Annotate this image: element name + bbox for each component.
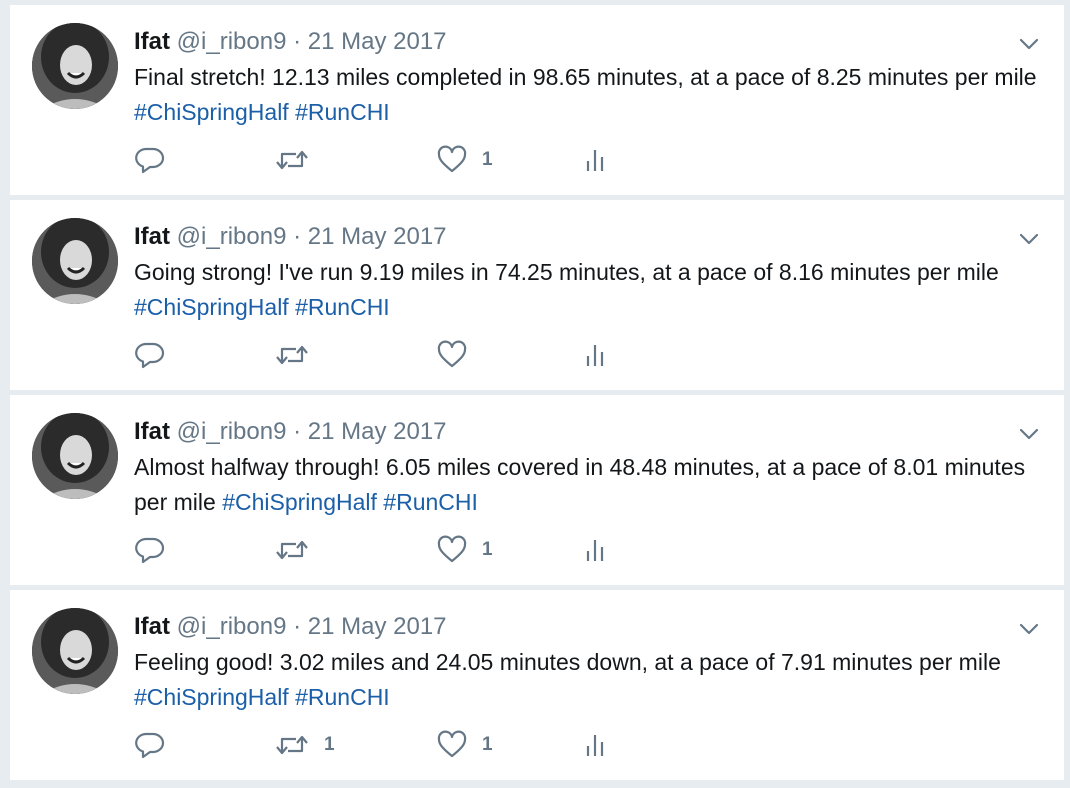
separator: · [286, 28, 308, 55]
hashtag-link[interactable]: #ChiSpringHalf [134, 684, 289, 710]
tweet-date[interactable]: 21 May 2017 [307, 223, 447, 250]
tweet-body: Feeling good! 3.02 miles and 24.05 minut… [134, 649, 1001, 675]
analytics-button[interactable] [584, 340, 608, 370]
chevron-down-icon[interactable] [1016, 31, 1042, 57]
user-name[interactable]: Ifat [134, 223, 170, 250]
tweet-actions [134, 340, 614, 370]
user-name[interactable]: Ifat [134, 613, 170, 640]
reply-button[interactable] [134, 340, 166, 370]
chevron-down-icon[interactable] [1016, 421, 1042, 447]
analytics-button[interactable] [584, 145, 608, 175]
retweet-button[interactable]: 1 [274, 730, 335, 760]
tweet-text: Almost halfway through! 6.05 miles cover… [134, 450, 1044, 520]
retweet-button[interactable] [274, 535, 324, 565]
avatar[interactable] [32, 608, 118, 694]
tweet-body: Final stretch! 12.13 miles completed in … [134, 64, 1037, 90]
analytics-icon [584, 730, 608, 760]
tweet-actions: 1 [134, 535, 614, 565]
analytics-icon [584, 340, 608, 370]
avatar[interactable] [32, 218, 118, 304]
tweet-text: Final stretch! 12.13 miles completed in … [134, 60, 1044, 130]
tweet-actions: 1 [134, 145, 614, 175]
reply-button[interactable] [134, 145, 166, 175]
user-handle[interactable]: @i_ribon9 [176, 28, 287, 55]
tweet-date[interactable]: 21 May 2017 [307, 613, 447, 640]
hashtag-link[interactable]: #RunCHI [383, 489, 478, 515]
user-name[interactable]: Ifat [134, 418, 170, 445]
tweet[interactable]: Ifat @i_ribon9 · 21 May 2017 Going stron… [10, 200, 1064, 390]
tweet-date[interactable]: 21 May 2017 [307, 418, 447, 445]
analytics-icon [584, 145, 608, 175]
tweet-body: Going strong! I've run 9.19 miles in 74.… [134, 259, 999, 285]
tweet[interactable]: Ifat @i_ribon9 · 21 May 2017 Final stret… [10, 5, 1064, 195]
avatar[interactable] [32, 413, 118, 499]
user-handle[interactable]: @i_ribon9 [176, 223, 287, 250]
hashtag-link[interactable]: #ChiSpringHalf [134, 294, 289, 320]
like-count: 1 [482, 734, 493, 755]
user-handle[interactable]: @i_ribon9 [176, 418, 287, 445]
analytics-button[interactable] [584, 730, 608, 760]
hashtag-link[interactable]: #ChiSpringHalf [222, 489, 377, 515]
reply-icon [134, 340, 166, 370]
retweet-count: 1 [324, 734, 335, 755]
hashtag-link[interactable]: #ChiSpringHalf [134, 99, 289, 125]
chevron-down-icon[interactable] [1016, 616, 1042, 642]
like-count: 1 [482, 539, 493, 560]
reply-icon [134, 145, 166, 175]
reply-button[interactable] [134, 535, 166, 565]
heart-icon [436, 145, 468, 175]
like-button[interactable] [436, 340, 482, 370]
reply-button[interactable] [134, 730, 166, 760]
tweet-text: Feeling good! 3.02 miles and 24.05 minut… [134, 645, 1044, 715]
tweet-header: Ifat @i_ribon9 · 21 May 2017 [134, 417, 447, 447]
like-count: 1 [482, 149, 493, 170]
like-button[interactable]: 1 [436, 730, 493, 760]
tweet-header: Ifat @i_ribon9 · 21 May 2017 [134, 612, 447, 642]
heart-icon [436, 340, 468, 370]
retweet-icon [274, 145, 310, 175]
like-button[interactable]: 1 [436, 145, 493, 175]
hashtag-link[interactable]: #RunCHI [295, 294, 390, 320]
tweet-text: Going strong! I've run 9.19 miles in 74.… [134, 255, 1044, 325]
tweet-date[interactable]: 21 May 2017 [307, 28, 447, 55]
hashtag-link[interactable]: #RunCHI [295, 99, 390, 125]
separator: · [286, 418, 308, 445]
like-button[interactable]: 1 [436, 535, 493, 565]
retweet-icon [274, 535, 310, 565]
tweet-header: Ifat @i_ribon9 · 21 May 2017 [134, 27, 447, 57]
tweet-body: Almost halfway through! 6.05 miles cover… [134, 454, 1026, 515]
separator: · [286, 613, 308, 640]
hashtag-link[interactable]: #RunCHI [295, 684, 390, 710]
analytics-icon [584, 535, 608, 565]
heart-icon [436, 730, 468, 760]
separator: · [286, 223, 308, 250]
tweet-actions: 1 1 [134, 730, 614, 760]
retweet-button[interactable] [274, 145, 324, 175]
analytics-button[interactable] [584, 535, 608, 565]
retweet-icon [274, 730, 310, 760]
chevron-down-icon[interactable] [1016, 226, 1042, 252]
reply-icon [134, 730, 166, 760]
reply-icon [134, 535, 166, 565]
avatar[interactable] [32, 23, 118, 109]
heart-icon [436, 535, 468, 565]
tweet[interactable]: Ifat @i_ribon9 · 21 May 2017 Almost half… [10, 395, 1064, 585]
user-handle[interactable]: @i_ribon9 [176, 613, 287, 640]
user-name[interactable]: Ifat [134, 28, 170, 55]
retweet-button[interactable] [274, 340, 324, 370]
tweet[interactable]: Ifat @i_ribon9 · 21 May 2017 Feeling goo… [10, 590, 1064, 780]
retweet-icon [274, 340, 310, 370]
tweet-header: Ifat @i_ribon9 · 21 May 2017 [134, 222, 447, 252]
